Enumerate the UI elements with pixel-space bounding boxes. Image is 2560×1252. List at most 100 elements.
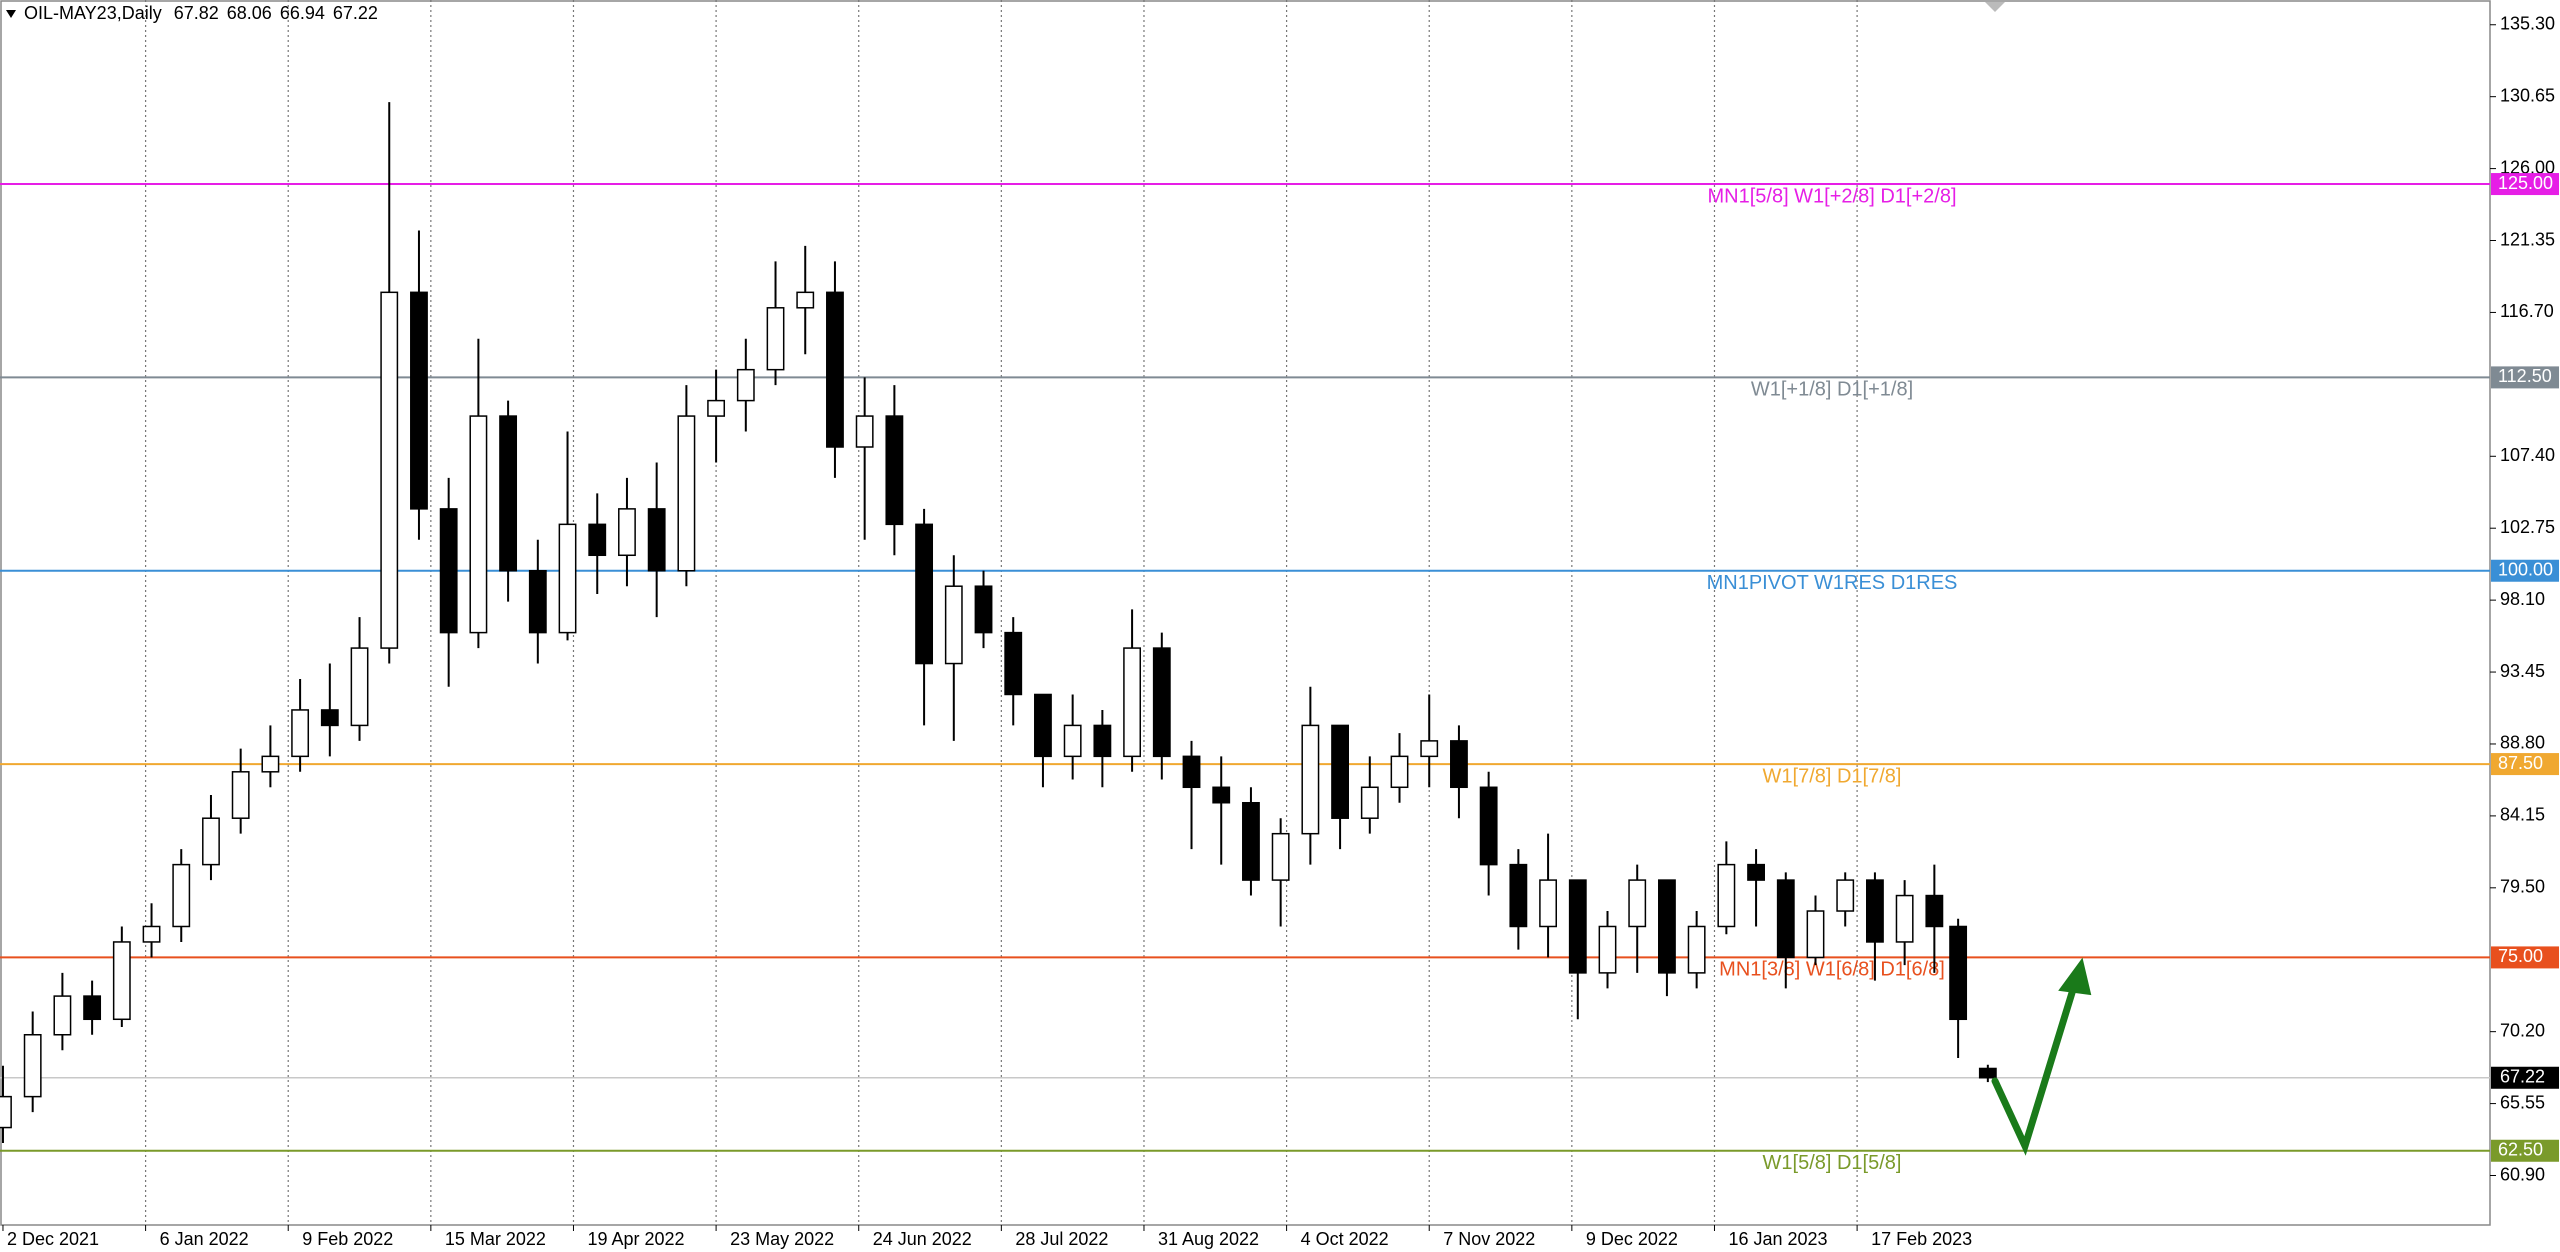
y-tick-label: 126.00 <box>2500 157 2555 177</box>
level-price-box <box>2491 946 2559 969</box>
close-value: 67.22 <box>333 3 378 23</box>
candle-body <box>142 925 161 943</box>
x-tick-label: 2 Dec 2021 <box>7 1229 99 1249</box>
x-tick-label: 4 Oct 2022 <box>1301 1229 1389 1249</box>
level-price-label: 87.50 <box>2498 753 2543 773</box>
candle-body <box>588 523 607 557</box>
x-tick-label: 23 May 2022 <box>730 1229 834 1249</box>
candle-body <box>1776 879 1795 959</box>
candle-body <box>1479 786 1498 866</box>
level-text: MN1[5/8] W1[+2/8] D1[+2/8] <box>1707 185 1956 207</box>
level-price-box <box>2491 173 2559 196</box>
y-tick-label: 84.15 <box>2500 805 2545 825</box>
candle-body <box>736 368 755 402</box>
candle-body <box>0 1095 12 1129</box>
candle-body <box>647 508 666 572</box>
candle-body <box>1836 879 1855 912</box>
candle-body <box>944 585 963 665</box>
x-tick-label: 6 Jan 2022 <box>160 1229 249 1249</box>
arrow-path <box>1991 979 2079 1156</box>
candle-body <box>1093 724 1112 758</box>
candle-body <box>1360 786 1379 819</box>
y-tick-label: 60.90 <box>2500 1164 2545 1184</box>
candle-body <box>350 647 369 727</box>
candle-body <box>1895 894 1914 943</box>
candle-body <box>83 995 102 1021</box>
header: OIL-MAY23,Daily 67.82 68.06 66.94 67.22 <box>24 3 378 23</box>
candle-body <box>1301 724 1320 835</box>
level-text: MN1[3/8] W1[6/8] D1[6/8] <box>1719 959 1945 981</box>
candle-body <box>1123 647 1142 758</box>
level-text: W1[5/8] D1[5/8] <box>1763 1152 1902 1174</box>
candle-body <box>1568 879 1587 974</box>
candle-body <box>1450 740 1468 789</box>
candle-body <box>231 771 250 819</box>
candle-body <box>1717 863 1736 928</box>
candle-body <box>1658 879 1676 974</box>
candle-body <box>1390 755 1409 789</box>
y-tick-label: 79.50 <box>2500 877 2545 897</box>
x-tick-label: 15 Mar 2022 <box>445 1229 546 1249</box>
x-tick-label: 16 Jan 2023 <box>1728 1229 1827 1249</box>
y-tick-label: 70.20 <box>2500 1020 2545 1040</box>
axes: 2 Dec 2021 6 Jan 2022 9 Feb 2022 15 Mar 202… <box>2 13 2559 1249</box>
candle-body <box>1687 925 1706 974</box>
candle-body <box>855 415 874 448</box>
y-tick-label: 107.40 <box>2500 445 2555 465</box>
candle-body <box>291 709 310 758</box>
candle-body <box>320 709 339 727</box>
candle-body <box>261 755 280 773</box>
candle-body <box>469 415 488 634</box>
arrow-head <box>2058 957 2092 996</box>
candle-body <box>53 995 72 1036</box>
candle-body <box>1628 879 1647 928</box>
y-tick-label: 116.70 <box>2500 301 2554 321</box>
candle-body <box>1034 693 1052 758</box>
candle-body <box>1212 786 1231 804</box>
price-label: 67.22 <box>2500 1067 2545 1087</box>
candle-body <box>172 863 191 928</box>
grid <box>144 0 1858 1225</box>
candle-body <box>1866 879 1884 943</box>
symbol-title: OIL-MAY23,Daily <box>24 3 162 23</box>
high-value: 68.06 <box>227 3 272 23</box>
candle-body <box>1331 724 1350 819</box>
x-tick-label: 9 Dec 2022 <box>1586 1229 1678 1249</box>
level-price-box <box>2491 753 2559 776</box>
x-tick-label: 9 Feb 2022 <box>302 1229 393 1249</box>
y-tick-label: 65.55 <box>2500 1092 2545 1112</box>
candle-body <box>1925 894 1944 928</box>
x-tick-label: 28 Jul 2022 <box>1015 1229 1108 1249</box>
y-tick-label: 88.80 <box>2500 733 2545 753</box>
x-tick-label: 24 Jun 2022 <box>873 1229 972 1249</box>
candle-body <box>826 291 844 448</box>
shift-marker <box>1985 2 2005 12</box>
level-price-box <box>2491 366 2559 389</box>
candle-body <box>1004 631 1023 696</box>
candle-body <box>202 817 220 866</box>
candle-body <box>677 415 696 572</box>
candle-body <box>1949 925 1968 1021</box>
candle-body <box>410 291 428 510</box>
candle-body <box>1420 740 1439 758</box>
y-tick-label: 135.30 <box>2500 13 2555 33</box>
level-price-label: 75.00 <box>2498 946 2543 966</box>
candle-body <box>1182 755 1201 789</box>
level-price-label: 100.00 <box>2498 559 2553 579</box>
x-tick-label: 7 Nov 2022 <box>1443 1229 1535 1249</box>
candle-body <box>23 1034 42 1098</box>
level-price-label: 125.00 <box>2498 173 2553 193</box>
candle-body <box>796 291 815 309</box>
level-text: MN1PIVOT W1RES D1RES <box>1707 572 1958 594</box>
candle-body <box>380 291 399 649</box>
level-text: W1[7/8] D1[7/8] <box>1763 765 1902 787</box>
level-price-box <box>2491 1139 2559 1162</box>
candle-body <box>707 399 726 417</box>
candle-body <box>1242 801 1260 881</box>
collapse-triangle[interactable] <box>6 10 16 18</box>
plot-frame <box>0 0 2491 1226</box>
candle-body <box>885 415 904 526</box>
level-price-box <box>2491 559 2559 582</box>
